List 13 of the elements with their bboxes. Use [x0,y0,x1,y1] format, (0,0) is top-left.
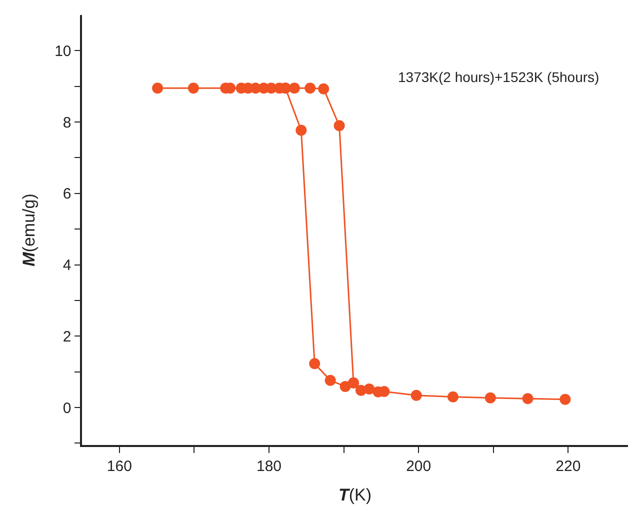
x-tick-label: 200 [406,458,432,475]
y-tick-label: 8 [62,114,72,132]
y-tick-label: 4 [62,257,72,274]
y-tick-label: 6 [62,186,72,203]
annotation: 1373K(2 hours)+1523K (5hours) [398,69,600,85]
y-tick-label: 0 [62,400,72,417]
x-tick-label: 160 [106,458,132,475]
x-tick-label: 220 [556,458,581,475]
y-tick-label: 2 [62,328,72,346]
y-axis-title: M(emu/g) [20,194,39,266]
x-tick-label: 180 [256,458,282,475]
x-axis-title: T(K) [338,486,372,505]
y-tick-label: 10 [54,42,72,60]
